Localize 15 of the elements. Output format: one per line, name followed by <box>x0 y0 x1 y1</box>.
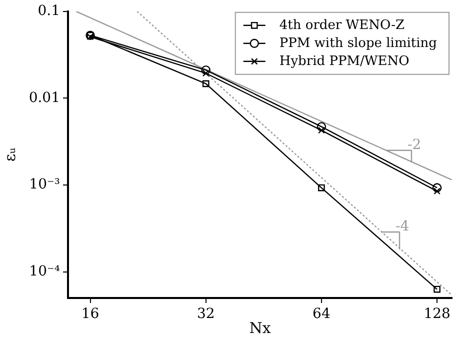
annotation: -2 <box>407 136 422 153</box>
y-tick-label: 10⁻⁴ <box>29 264 60 280</box>
x-tick-label: 128 <box>424 306 450 322</box>
legend-label: 4th order WENO-Z <box>279 18 405 33</box>
x-axis-title: Nx <box>249 318 272 337</box>
legend-label: PPM with slope limiting <box>279 36 438 51</box>
y-tick-label: 0.1 <box>38 3 60 20</box>
y-tick-label: 10⁻³ <box>29 176 60 193</box>
y-tick-label: 0.01 <box>28 90 60 106</box>
x-tick-label: 32 <box>196 306 215 322</box>
y-axis-title: εᵤ <box>0 148 19 162</box>
legend-label: Hybrid PPM/WENO <box>279 54 410 69</box>
x-tick-label: 64 <box>312 306 330 322</box>
annotation: -4 <box>396 218 410 235</box>
x-tick-label: 16 <box>81 306 100 322</box>
